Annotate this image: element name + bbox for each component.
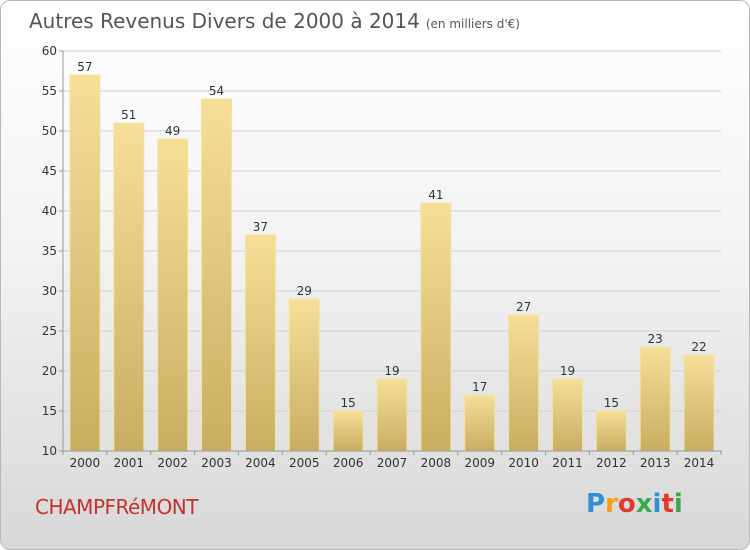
y-tick-label: 45 — [42, 164, 57, 178]
bar-value-label: 51 — [121, 108, 136, 122]
x-tick-label: 2005 — [289, 456, 320, 470]
x-tick-label: 2004 — [245, 456, 276, 470]
y-tick-label: 10 — [42, 444, 57, 458]
bar-2004 — [244, 234, 276, 452]
x-axis: 2000 2001 2002 2003 2004 2005 2006 2007 2008 2009… — [62, 450, 722, 470]
y-tick-label: 50 — [42, 124, 57, 138]
bar-value-label: 54 — [209, 84, 224, 98]
bar-value-label: 15 — [340, 396, 355, 410]
x-tick-label: 2014 — [684, 456, 715, 470]
bar-value-label: 19 — [384, 364, 399, 378]
bar-value-label: 22 — [691, 340, 706, 354]
proxiti-logo[interactable]: Proxiti — [586, 489, 683, 519]
bar-2006 — [332, 410, 364, 452]
bar-2011 — [551, 378, 583, 452]
chart-title: Autres Revenus Divers de 2000 à 2014 (en … — [29, 9, 520, 33]
bar-value-label: 49 — [165, 124, 180, 138]
x-tick-label: 2012 — [596, 456, 627, 470]
bar-value-label: 27 — [516, 300, 531, 314]
bar-2002 — [157, 138, 189, 452]
x-tick-label: 2001 — [114, 456, 145, 470]
bar-value-label: 37 — [253, 220, 268, 234]
bar-2008 — [420, 202, 452, 452]
x-tick-label: 2000 — [70, 456, 101, 470]
logo-letter: x — [635, 489, 653, 519]
bar-value-label: 23 — [648, 332, 663, 346]
y-tick-label: 30 — [42, 284, 57, 298]
bar-value-label: 17 — [472, 380, 487, 394]
x-tick-label: 2007 — [377, 456, 408, 470]
logo-letter: i — [673, 489, 683, 519]
x-tick-label: 2003 — [201, 456, 232, 470]
chart-unit: (en milliers d'€) — [425, 17, 520, 31]
bar-2012 — [595, 410, 627, 452]
bar-value-label: 29 — [297, 284, 312, 298]
bar-2005 — [288, 298, 320, 452]
x-tick-label: 2013 — [640, 456, 671, 470]
bar-2009 — [464, 394, 496, 452]
bar-2007 — [376, 378, 408, 452]
y-tick-label: 60 — [42, 44, 57, 58]
bar-2000 — [69, 74, 101, 452]
x-tick-label: 2008 — [421, 456, 452, 470]
bar-2010 — [508, 314, 540, 452]
y-tick-label: 25 — [42, 324, 57, 338]
x-tick-label: 2011 — [552, 456, 583, 470]
logo-letter: P — [586, 489, 606, 519]
x-tick-label: 2006 — [333, 456, 364, 470]
x-tick-label: 2010 — [508, 456, 539, 470]
bar-2013 — [639, 346, 671, 452]
bar-2003 — [201, 98, 233, 452]
y-tick-label: 55 — [42, 84, 57, 98]
chart-title-text: Autres Revenus Divers de 2000 à 2014 — [29, 9, 420, 33]
bar-2001 — [113, 122, 145, 452]
bar-value-label: 15 — [604, 396, 619, 410]
y-tick-label: 35 — [42, 244, 57, 258]
x-tick-label: 2002 — [157, 456, 188, 470]
x-tick-label: 2009 — [464, 456, 495, 470]
bars: 57 51 49 54 37 29 15 19 41 17 27 19 15 23 22 — [69, 60, 715, 452]
commune-name: CHAMPFRéMONT — [35, 495, 198, 519]
y-tick-label: 40 — [42, 204, 57, 218]
y-tick-label: 15 — [42, 404, 57, 418]
y-axis: 10 15 20 25 30 35 40 45 50 55 60 — [42, 44, 64, 458]
logo-letter: t — [661, 489, 674, 519]
logo-letter: o — [617, 489, 636, 519]
bar-value-label: 41 — [428, 188, 443, 202]
bar-value-label: 19 — [560, 364, 575, 378]
bar-2014 — [683, 354, 715, 452]
logo-letter: r — [605, 489, 618, 519]
y-tick-label: 20 — [42, 364, 57, 378]
logo-letter: i — [652, 489, 662, 519]
bar-value-label: 57 — [77, 60, 92, 74]
